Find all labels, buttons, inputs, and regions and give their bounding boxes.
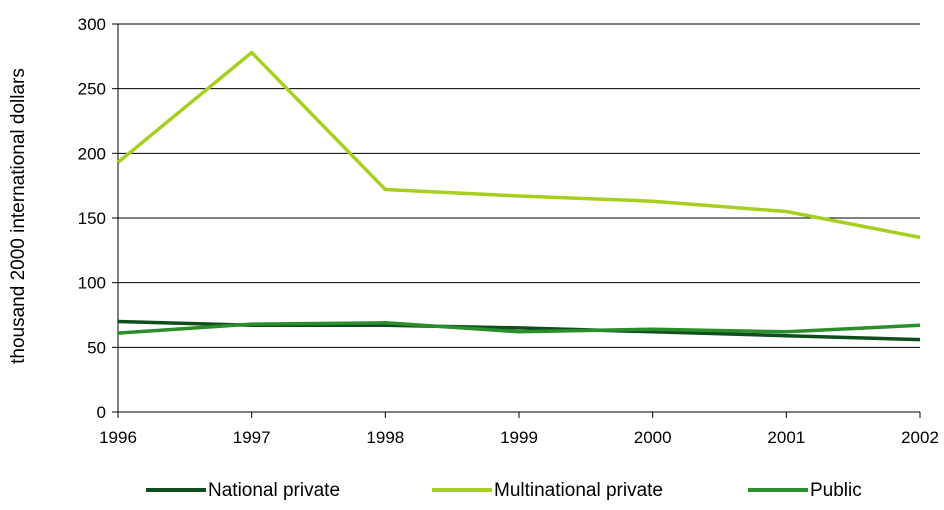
x-tick-label: 1999 xyxy=(500,428,538,447)
x-tick-label: 2002 xyxy=(901,428,939,447)
gridlines xyxy=(118,23,920,348)
y-tick-label: 200 xyxy=(78,144,106,163)
x-tick-label: 1996 xyxy=(99,428,137,447)
series-line-1 xyxy=(116,50,921,240)
legend: National private Multinational private Pub… xyxy=(146,480,862,501)
y-tick-label: 300 xyxy=(78,15,106,34)
legend-label: Multinational private xyxy=(494,480,663,501)
series-lines xyxy=(116,50,921,342)
y-axis-title: thousand 2000 international dollars xyxy=(8,68,29,364)
series-line-2 xyxy=(117,321,921,335)
y-tick-label: 50 xyxy=(87,338,106,357)
x-axis-ticks: 1996 1997 1998 1999 2000 2001 2002 xyxy=(99,412,939,447)
x-tick-label: 1997 xyxy=(233,428,271,447)
y-tick-label: 250 xyxy=(78,80,106,99)
legend-label: Public xyxy=(810,480,862,501)
x-tick-label: 2000 xyxy=(634,428,672,447)
legend-label: National private xyxy=(208,480,340,501)
y-tick-label: 0 xyxy=(97,403,106,422)
x-tick-label: 2001 xyxy=(767,428,805,447)
y-tick-label: 150 xyxy=(78,209,106,228)
x-tick-label: 1998 xyxy=(366,428,404,447)
y-axis-ticks: 0 50 100 150 200 250 300 xyxy=(78,15,118,422)
y-tick-label: 100 xyxy=(78,274,106,293)
